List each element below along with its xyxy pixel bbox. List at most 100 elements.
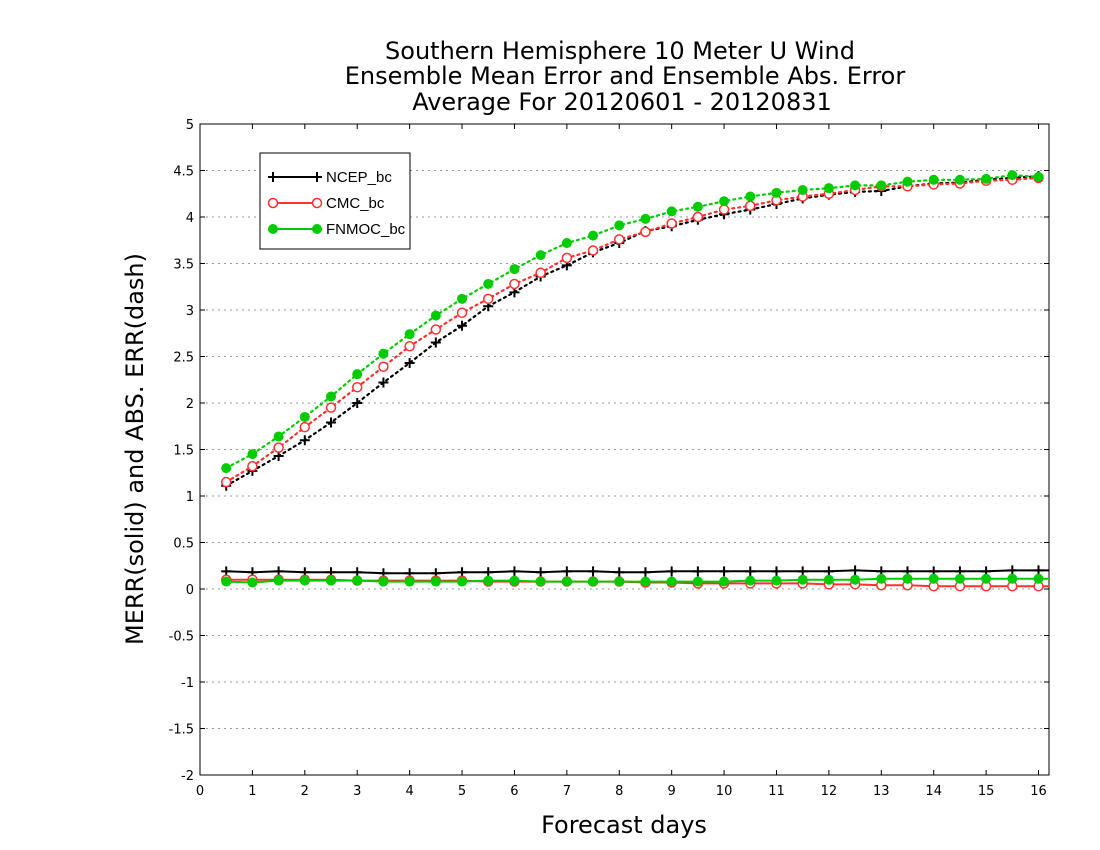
fnmoc-bc-abs-err-point <box>430 310 441 321</box>
fnmoc-bc-abs-err-point <box>509 264 520 275</box>
x-tick-label: 7 <box>563 784 571 799</box>
x-tick-label: 14 <box>925 784 942 799</box>
x-tick-label: 10 <box>716 784 733 799</box>
cmc-bc-abs-err-point <box>247 460 258 472</box>
fnmoc-bc-merr-point <box>1007 573 1018 584</box>
legend-item-ncep-bc: NCEP_bc <box>268 169 392 186</box>
cmc-bc-abs-err-point <box>745 200 756 212</box>
fnmoc-bc-merr-point <box>535 576 546 587</box>
x-tick-label: 5 <box>458 784 466 799</box>
cmc-bc-abs-err-point <box>273 442 284 453</box>
fnmoc-bc-merr-point <box>273 575 284 586</box>
fnmoc-bc-merr-point <box>509 575 520 586</box>
ncep-bc-merr-point <box>561 566 572 577</box>
axis-ticks: -2-1.5-1-0.500.511.522.533.544.550 1 2 3 4 5 6… <box>169 118 1049 799</box>
fnmoc-bc-abs-err-point <box>457 293 468 304</box>
series-layer <box>220 170 1049 592</box>
ncep-bc-merr-point <box>614 567 625 578</box>
fnmoc-bc-abs-err-point <box>273 431 284 442</box>
cmc-bc-abs-err-point <box>640 226 651 238</box>
legend-label: FNMOC_bc <box>326 221 406 238</box>
ncep-bc-abs-err-point <box>352 398 363 408</box>
fnmoc-bc-merr-point <box>404 576 415 587</box>
ncep-bc-merr-point <box>719 566 730 577</box>
fnmoc-bc-merr-point <box>850 574 861 585</box>
x-tick-label: 0 <box>196 784 204 799</box>
fnmoc-bc-merr-point <box>352 575 363 586</box>
x-tick-label: 6 <box>510 784 518 799</box>
fnmoc-bc-abs-err-point <box>221 463 232 474</box>
legend-marker <box>268 172 278 182</box>
fnmoc-bc-abs-err-point <box>876 180 887 191</box>
ncep-bc-merr-point <box>1007 565 1018 576</box>
ncep-bc-merr-point <box>850 565 861 576</box>
fnmoc-bc-merr-point <box>719 576 730 587</box>
x-tick-label: 16 <box>1030 784 1047 799</box>
y-tick-label: -0.5 <box>169 630 194 645</box>
x-axis-label: Forecast days <box>541 811 707 839</box>
y-tick-label: 1.5 <box>173 444 194 459</box>
fnmoc-bc-abs-err-point <box>981 173 992 184</box>
ncep-bc-merr-point <box>745 566 756 577</box>
x-tick-label: 3 <box>353 784 361 799</box>
x-tick-label: 4 <box>405 784 413 799</box>
x-tick-label: 11 <box>768 784 785 799</box>
fnmoc-bc-merr-point <box>614 576 625 587</box>
y-tick-label: 4 <box>186 211 194 226</box>
x-tick-label: 13 <box>873 784 890 799</box>
y-tick-label: 3 <box>186 304 194 319</box>
ncep-bc-abs-err-point <box>326 417 337 428</box>
ncep-bc-merr-point <box>509 566 520 577</box>
x-tick-label: 8 <box>615 784 623 799</box>
legend-marker <box>312 172 322 182</box>
x-tick-label: 12 <box>821 784 838 799</box>
fnmoc-bc-merr-point <box>378 576 389 587</box>
cmc-bc-abs-err-point <box>378 361 389 372</box>
fnmoc-bc-abs-err-point <box>535 250 546 261</box>
y-tick-label: 0 <box>186 583 194 598</box>
cmc-bc-abs-err-point <box>692 211 704 223</box>
fnmoc-bc-abs-err-point <box>247 449 258 460</box>
ncep-bc-merr-point <box>483 567 494 578</box>
cmc-bc-abs-err-point <box>430 324 442 335</box>
fnmoc-bc-merr-point <box>430 576 441 587</box>
fnmoc-bc-merr-point <box>588 576 599 587</box>
fnmoc-bc-merr-point <box>981 573 992 584</box>
cmc-bc-abs-err-point <box>561 252 573 264</box>
ncep-bc-merr-point <box>823 566 834 577</box>
y-tick-label: -2 <box>181 769 194 784</box>
plot-frame <box>199 123 1050 776</box>
fnmoc-bc-merr-point <box>876 573 887 584</box>
fnmoc-bc-merr-point <box>326 575 337 586</box>
fnmoc-bc-abs-err-point <box>1033 172 1044 183</box>
fnmoc-bc-abs-err-point <box>666 206 677 217</box>
x-tick-label: 9 <box>668 784 676 799</box>
y-tick-label: 1 <box>186 490 194 505</box>
legend-marker <box>311 197 323 209</box>
y-tick-label: 0.5 <box>173 537 194 552</box>
fnmoc-bc-merr-point <box>666 576 677 587</box>
fnmoc-bc-merr-point <box>954 573 965 584</box>
fnmoc-bc-merr-point <box>692 576 703 587</box>
ncep-bc-merr-point <box>771 566 782 577</box>
cmc-bc-abs-err-point <box>351 381 363 393</box>
legend-box <box>259 152 411 250</box>
legend-item-fnmoc-bc: FNMOC_bc <box>268 221 406 238</box>
fnmoc-bc-merr-point <box>928 573 939 584</box>
cmc-bc-abs-err-point <box>456 307 468 319</box>
fnmoc-bc-abs-err-point <box>326 391 337 402</box>
fnmoc-bc-merr-point <box>902 573 913 584</box>
ncep-bc-abs-err-point <box>430 337 441 348</box>
legend-marker <box>312 224 322 234</box>
fnmoc-bc-abs-err-point <box>902 176 913 187</box>
fnmoc-bc-abs-err-point <box>771 187 782 198</box>
fnmoc-bc-abs-err-point <box>640 213 651 224</box>
ncep-bc-merr-point <box>588 566 599 577</box>
cmc-bc-abs-err-point <box>220 476 232 488</box>
fnmoc-bc-merr-point <box>457 576 468 587</box>
y-tick-label: 4.5 <box>173 165 194 180</box>
ncep-bc-merr-point <box>692 566 703 577</box>
y-tick-label: -1.5 <box>169 723 194 738</box>
ncep-bc-merr-point <box>535 567 546 578</box>
